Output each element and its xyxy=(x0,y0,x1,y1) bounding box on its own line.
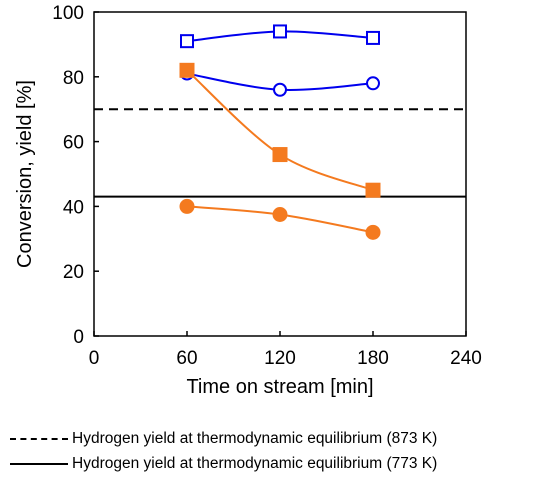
data-point-s1-2 xyxy=(273,24,287,39)
y-tick-label: 80 xyxy=(63,68,84,89)
y-tick-label: 0 xyxy=(73,327,84,348)
plot-frame xyxy=(93,11,467,337)
y-tick-label: 100 xyxy=(52,3,84,24)
solid-line-sample xyxy=(10,463,68,465)
data-point-s3-2 xyxy=(272,147,288,163)
data-point-s1-3 xyxy=(366,30,380,45)
plot-content xyxy=(94,24,466,240)
axis-ticks: 0 60 120 180 240 0 20 40 60 80 100 xyxy=(52,3,482,369)
data-point-s2-2 xyxy=(273,82,287,97)
legend-entry-773k: Hydrogen yield at thermodynamic equilibr… xyxy=(6,454,546,474)
y-tick-label: 40 xyxy=(63,197,84,218)
x-tick-label: 60 xyxy=(176,348,197,369)
legend-label-773k: Hydrogen yield at thermodynamic equilibr… xyxy=(72,455,438,472)
data-point-s4-1 xyxy=(179,198,195,214)
x-tick-label: 180 xyxy=(357,348,389,369)
data-point-s3-1 xyxy=(179,62,195,78)
x-tick-label: 0 xyxy=(89,348,100,369)
data-point-s1-1 xyxy=(180,34,194,49)
data-point-s3-3 xyxy=(365,182,381,198)
data-point-s4-2 xyxy=(272,207,288,222)
legend-label-873k: Hydrogen yield at thermodynamic equilibr… xyxy=(72,430,438,447)
chart: 0 60 120 180 240 0 20 40 60 80 100 Time on stream … xyxy=(14,3,482,398)
x-tick-label: 120 xyxy=(264,348,296,369)
legend-entry-873k: Hydrogen yield at thermodynamic equilibr… xyxy=(6,429,546,449)
dashed-line-sample xyxy=(10,438,68,440)
y-tick-label: 20 xyxy=(63,262,84,283)
y-axis-title: Conversion, yield [%] xyxy=(14,80,36,268)
y-tick-label: 60 xyxy=(63,133,84,154)
x-axis-title: Time on stream [min] xyxy=(186,376,373,398)
x-tick-label: 240 xyxy=(450,348,482,369)
data-point-s2-3 xyxy=(366,76,380,91)
data-point-s4-3 xyxy=(365,224,381,240)
